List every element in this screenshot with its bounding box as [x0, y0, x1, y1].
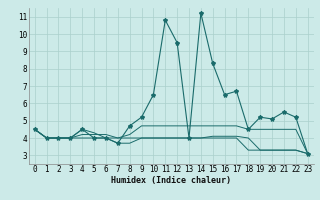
X-axis label: Humidex (Indice chaleur): Humidex (Indice chaleur) — [111, 176, 231, 185]
